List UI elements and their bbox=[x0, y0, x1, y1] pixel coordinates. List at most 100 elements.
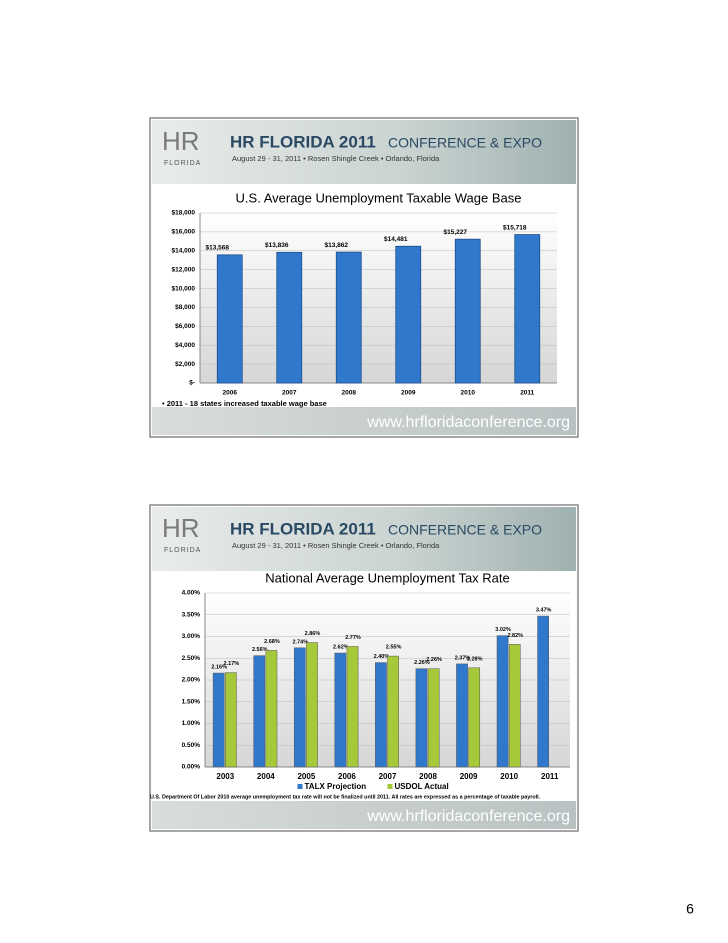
banner-subtitle: CONFERENCE & EXPO bbox=[388, 135, 542, 151]
x-tick-label: 2011 bbox=[520, 390, 534, 397]
x-tick-label: 2004 bbox=[257, 772, 275, 781]
value-label: $13,862 bbox=[325, 242, 349, 249]
bar bbox=[415, 668, 428, 768]
value-label: 2.74% bbox=[293, 639, 309, 645]
x-tick-label: 2007 bbox=[282, 390, 297, 397]
x-tick-label: 2007 bbox=[379, 772, 397, 781]
value-label: 2.40% bbox=[374, 654, 390, 660]
chart-title: National Average Unemployment Tax Rate bbox=[265, 570, 510, 585]
plot-area bbox=[200, 213, 557, 383]
bar bbox=[537, 615, 549, 768]
value-label: $13,836 bbox=[265, 242, 289, 249]
bar bbox=[334, 652, 347, 768]
y-tick-label: $6,000 bbox=[175, 323, 195, 330]
banner-title: HR FLORIDA 2011 bbox=[230, 132, 376, 151]
value-label: $15,718 bbox=[503, 224, 527, 231]
y-tick-label: $18,000 bbox=[172, 210, 196, 217]
bar bbox=[514, 234, 541, 384]
y-tick-label: 3.50% bbox=[182, 611, 201, 618]
y-tick-label: $2,000 bbox=[175, 361, 195, 368]
bar bbox=[346, 646, 359, 768]
x-tick-label: 2003 bbox=[216, 772, 234, 781]
y-tick-label: 2.50% bbox=[182, 655, 201, 662]
value-label: 2.68% bbox=[264, 639, 280, 645]
x-tick-label: 2006 bbox=[338, 772, 356, 781]
footer-url: www.hrfloridaconference.org bbox=[366, 808, 570, 825]
value-label: 2.16% bbox=[211, 664, 227, 670]
footer-band bbox=[152, 407, 576, 435]
value-label: 3.02% bbox=[495, 627, 511, 633]
y-tick-label: 1.50% bbox=[182, 698, 201, 705]
x-tick-label: 2008 bbox=[419, 772, 437, 781]
x-tick-label: 2009 bbox=[401, 390, 416, 397]
value-label: 2.26% bbox=[426, 657, 442, 663]
bar bbox=[387, 655, 399, 768]
y-tick-label: 1.00% bbox=[182, 720, 201, 727]
value-label: 2.56% bbox=[252, 647, 268, 653]
value-label: 2.28% bbox=[467, 656, 483, 662]
footer-band bbox=[152, 801, 576, 829]
bar bbox=[225, 672, 237, 768]
bar bbox=[395, 245, 422, 384]
page-number: 6 bbox=[686, 901, 694, 917]
bar bbox=[427, 668, 440, 768]
bar bbox=[496, 635, 509, 768]
logo-sub: FLORIDA bbox=[164, 160, 201, 167]
value-label: $14,481 bbox=[384, 236, 408, 243]
annotation: • 2011 - 18 states increased taxable wag… bbox=[162, 399, 327, 408]
bar bbox=[212, 672, 225, 768]
y-tick-label: 4.00% bbox=[182, 590, 201, 597]
x-tick-label: 2006 bbox=[223, 390, 238, 397]
x-tick-label: 2010 bbox=[461, 390, 476, 397]
y-tick-label: $14,000 bbox=[172, 247, 196, 254]
banner-subtitle: CONFERENCE & EXPO bbox=[388, 522, 542, 538]
x-tick-label: 2005 bbox=[297, 772, 315, 781]
bar bbox=[468, 667, 481, 768]
logo: HR bbox=[162, 126, 200, 156]
value-label: 2.82% bbox=[507, 633, 523, 639]
bar bbox=[335, 251, 362, 384]
bar bbox=[456, 663, 468, 768]
y-tick-label: $- bbox=[189, 380, 195, 387]
bar bbox=[508, 644, 521, 768]
x-tick-label: 2008 bbox=[342, 390, 357, 397]
banner-title: HR FLORIDA 2011 bbox=[230, 519, 376, 538]
banner-details: August 29 - 31, 2011 • Rosen Shingle Cre… bbox=[232, 154, 440, 163]
value-label: 2.55% bbox=[386, 645, 402, 651]
y-tick-label: $10,000 bbox=[172, 285, 196, 292]
footer-url: www.hrfloridaconference.org bbox=[366, 414, 570, 431]
value-label: 2.77% bbox=[345, 635, 361, 641]
value-label: 3.47% bbox=[536, 608, 552, 614]
x-tick-label: 2009 bbox=[460, 772, 478, 781]
value-label: 2.26% bbox=[414, 660, 430, 666]
y-tick-label: $12,000 bbox=[172, 266, 196, 273]
y-tick-label: 0.00% bbox=[182, 764, 201, 771]
bar bbox=[293, 647, 306, 768]
y-tick-label: 3.00% bbox=[182, 633, 201, 640]
logo-sub: FLORIDA bbox=[164, 547, 201, 554]
bar bbox=[454, 238, 481, 384]
value-label: 2.86% bbox=[305, 631, 321, 637]
legend-label: TALX Projection bbox=[305, 782, 367, 791]
bar bbox=[306, 642, 318, 768]
x-tick-label: 2010 bbox=[500, 772, 518, 781]
banner bbox=[152, 120, 576, 184]
banner-details: August 29 - 31, 2011 • Rosen Shingle Cre… bbox=[232, 541, 440, 550]
bar bbox=[375, 662, 387, 768]
legend-label: USDOL Actual bbox=[395, 782, 449, 791]
bar bbox=[216, 254, 243, 384]
logo: HR bbox=[162, 513, 200, 543]
value-label: $15,227 bbox=[444, 229, 468, 236]
legend-swatch bbox=[297, 784, 303, 789]
value-label: $13,568 bbox=[206, 245, 230, 252]
legend-swatch bbox=[387, 784, 393, 789]
chart-title: U.S. Average Unemployment Taxable Wage B… bbox=[236, 190, 522, 205]
x-tick-label: 2011 bbox=[541, 772, 559, 781]
y-tick-label: $4,000 bbox=[175, 342, 195, 349]
banner bbox=[152, 507, 576, 571]
y-tick-label: $16,000 bbox=[172, 229, 196, 236]
bar bbox=[276, 251, 303, 384]
y-tick-label: 0.50% bbox=[182, 742, 201, 749]
